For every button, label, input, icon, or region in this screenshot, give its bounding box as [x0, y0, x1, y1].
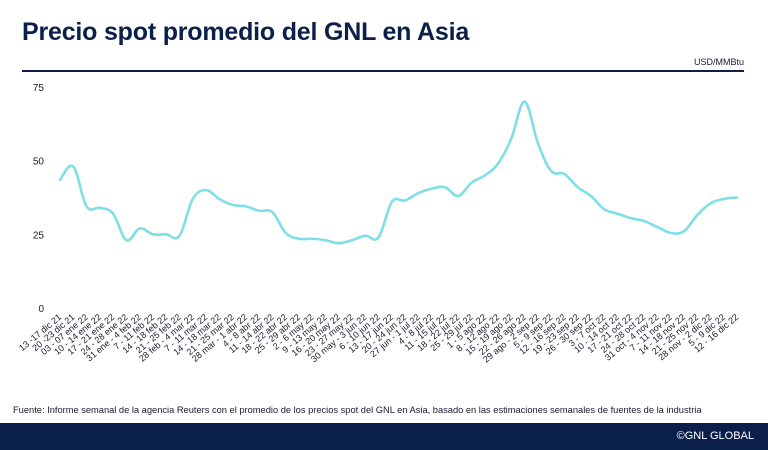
data-point	[404, 199, 406, 201]
series-line	[58, 100, 739, 245]
data-point	[72, 165, 74, 167]
data-point	[377, 236, 379, 238]
y-tick-label: 50	[33, 157, 45, 168]
data-point	[603, 208, 605, 210]
data-point	[457, 195, 459, 197]
data-point	[484, 174, 486, 176]
data-point	[563, 173, 565, 175]
data-point	[271, 211, 273, 213]
data-point	[510, 137, 512, 139]
data-point	[550, 170, 552, 172]
data-point	[205, 189, 207, 191]
data-point	[430, 187, 432, 189]
data-point	[59, 179, 61, 181]
data-point	[577, 186, 579, 188]
data-point	[192, 198, 194, 200]
data-point	[125, 239, 127, 241]
y-tick-label: 25	[33, 230, 45, 241]
data-point	[324, 239, 326, 241]
data-point	[497, 162, 499, 164]
data-point	[616, 213, 618, 215]
data-point	[736, 196, 738, 198]
data-point	[630, 217, 632, 219]
brand-label: ©GNL GLOBAL	[676, 430, 754, 442]
data-point	[537, 142, 539, 144]
data-point	[709, 202, 711, 204]
plot-area	[58, 100, 739, 245]
data-point	[112, 213, 114, 215]
data-point	[245, 205, 247, 207]
y-tick-label: 0	[38, 304, 44, 315]
data-point	[298, 238, 300, 240]
data-point	[696, 214, 698, 216]
footer-bar: ©GNL GLOBAL	[0, 423, 768, 450]
data-point	[364, 235, 366, 237]
data-point	[444, 186, 446, 188]
data-point	[656, 226, 658, 228]
data-point	[99, 207, 101, 209]
data-point	[351, 239, 353, 241]
data-point	[723, 198, 725, 200]
y-tick-label: 75	[33, 83, 45, 94]
unit-label: USD/MMBtu	[693, 57, 744, 67]
data-point	[338, 242, 340, 244]
data-point	[417, 192, 419, 194]
data-point	[231, 204, 233, 206]
data-point	[683, 230, 685, 232]
data-point	[311, 238, 313, 240]
source-note: Fuente: Informe semanal de la agencia Re…	[13, 405, 702, 415]
data-point	[152, 233, 154, 235]
data-point	[391, 201, 393, 203]
y-axis: 0 25 50 75	[33, 83, 45, 315]
data-point	[643, 220, 645, 222]
data-point	[178, 235, 180, 237]
data-point	[165, 233, 167, 235]
chart-title: Precio spot promedio del GNL en Asia	[22, 18, 470, 46]
data-point	[138, 227, 140, 229]
data-point	[523, 101, 525, 103]
data-point	[590, 195, 592, 197]
data-point	[258, 210, 260, 212]
data-point	[669, 232, 671, 234]
data-point	[470, 182, 472, 184]
title-divider	[22, 70, 744, 72]
data-point	[218, 198, 220, 200]
data-point	[85, 205, 87, 207]
data-point	[284, 232, 286, 234]
